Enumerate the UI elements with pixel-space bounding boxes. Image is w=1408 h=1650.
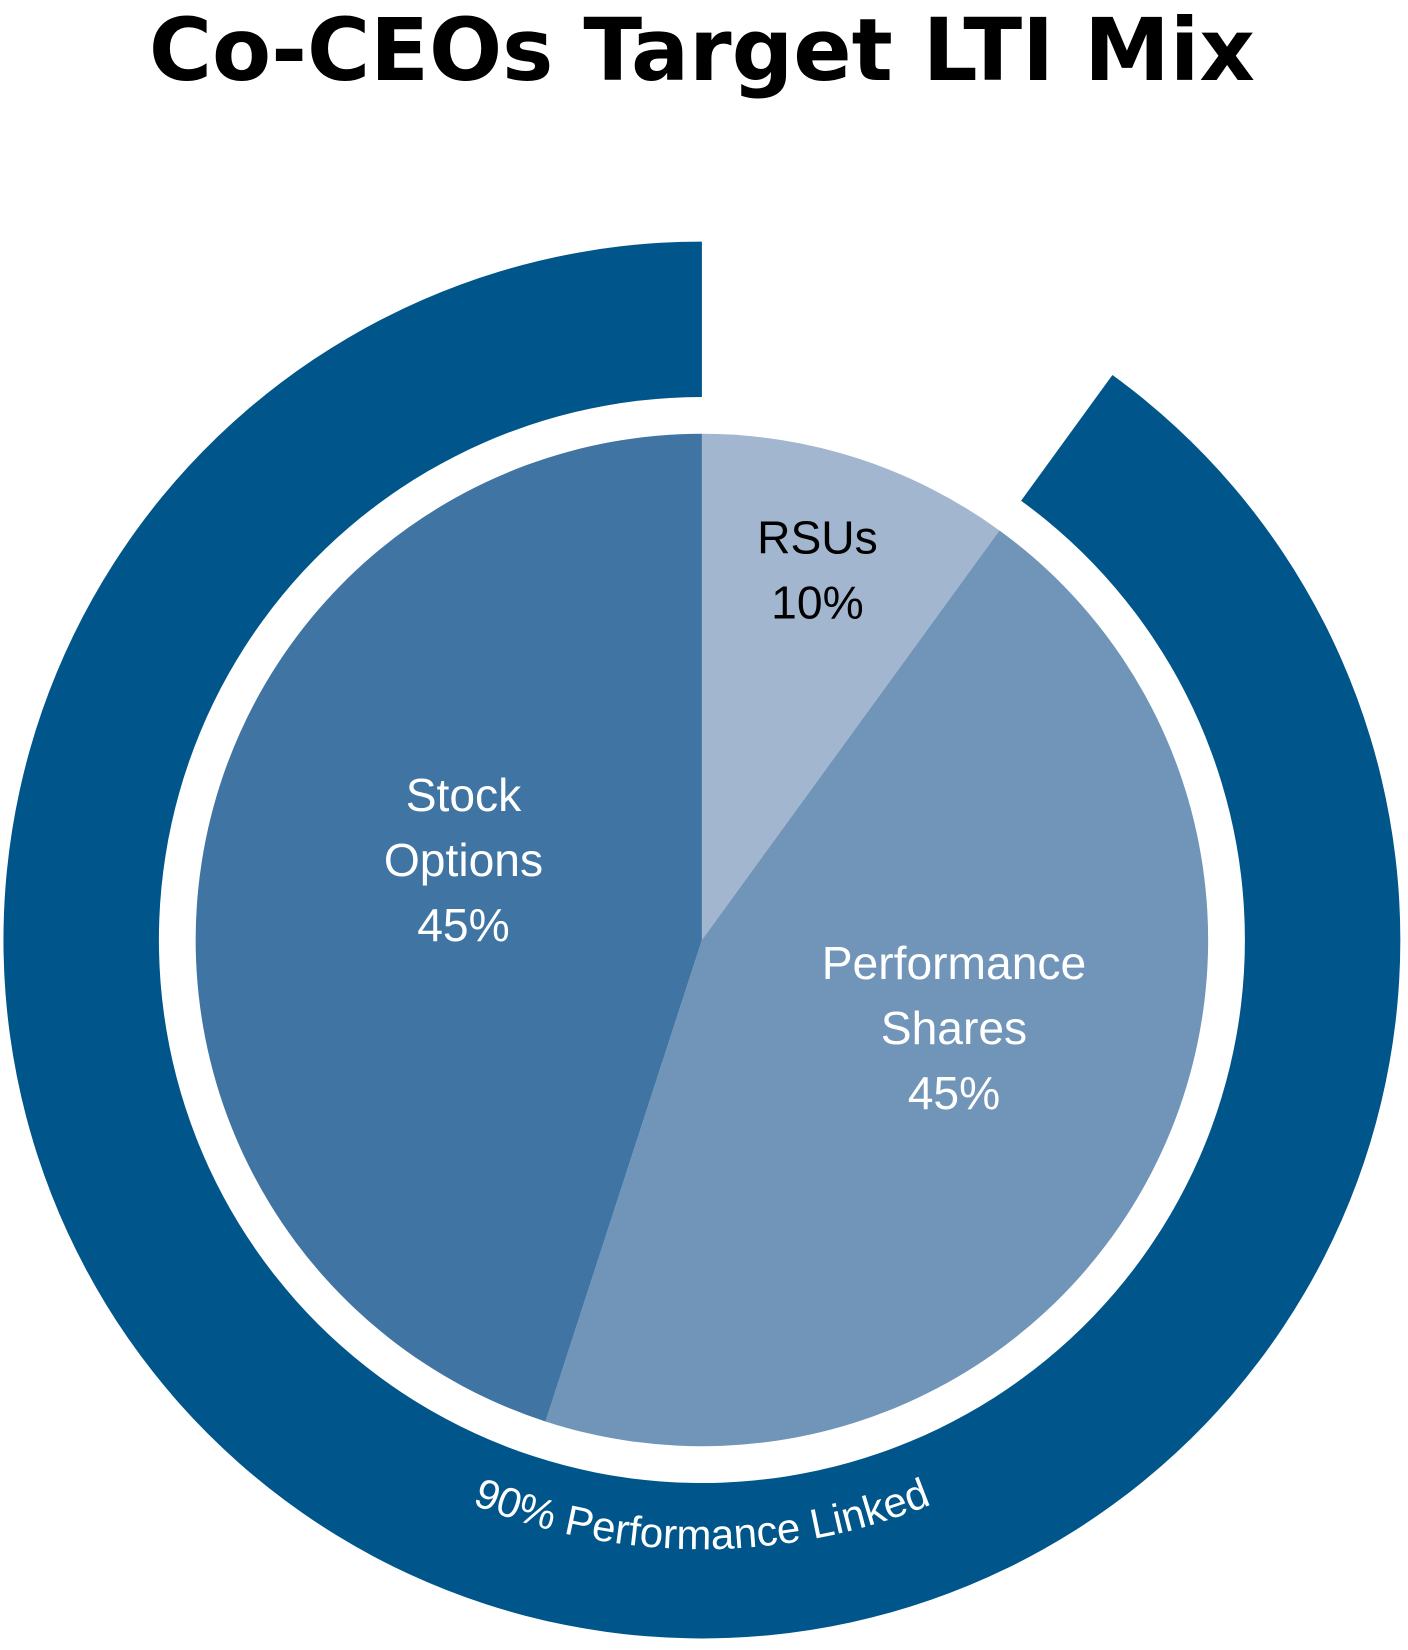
pie-slice — [545, 530, 1209, 1447]
pie-slice — [701, 433, 1000, 941]
slice-label: Performance Shares 45% — [822, 937, 1087, 1119]
slice-name-label: Options — [384, 834, 543, 886]
pie-slice — [195, 433, 702, 1422]
slice-name-label: Performance — [822, 937, 1087, 989]
slice-label: RSUs 10% — [757, 512, 878, 629]
slice-name-label: Stock — [406, 769, 522, 821]
slice-label: Stock Options 45% — [384, 769, 543, 951]
slice-value-label: 45% — [417, 899, 509, 951]
slice-name-label: RSUs — [757, 512, 878, 564]
slice-value-label: 45% — [908, 1067, 1000, 1119]
slice-value-label: 10% — [771, 577, 863, 629]
chart-title: Co-CEOs Target LTI Mix — [149, 1, 1255, 101]
slice-name-label: Shares — [881, 1002, 1027, 1054]
